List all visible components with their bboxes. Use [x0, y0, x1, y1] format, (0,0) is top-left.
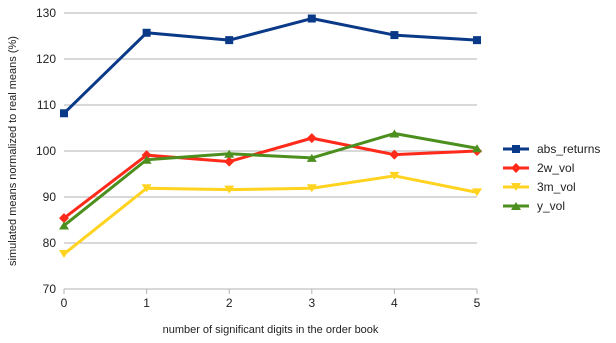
data-point-3m_vol [59, 250, 69, 259]
legend: abs_returns 2w_vol 3m_vol y_vol [503, 142, 600, 213]
x-tick-label: 1 [143, 296, 150, 310]
x-tick-label: 4 [391, 296, 398, 310]
x-tick-label: 0 [61, 296, 68, 310]
legend-item-abs_returns: abs_returns [503, 142, 600, 156]
y-tick-label: 110 [37, 98, 56, 112]
data-point-abs_returns [390, 31, 399, 40]
series-group [59, 14, 482, 259]
legend-item-2w_vol: 2w_vol [503, 161, 574, 175]
x-axis-ticks: 0 1 2 3 4 5 [61, 289, 481, 310]
data-point-2w_vol [389, 149, 400, 160]
series-line-2w_vol [63, 136, 478, 220]
data-point-3m_vol [224, 185, 235, 194]
y-axis-title: simulated means normalized to real means… [7, 36, 19, 266]
series-3m_vol [59, 171, 482, 259]
series-y_vol [59, 129, 482, 230]
x-tick-label: 5 [474, 296, 481, 310]
legend-label: abs_returns [537, 142, 600, 156]
data-point-abs_returns [473, 36, 481, 45]
data-point-3m_vol [472, 188, 482, 197]
y-tick-label: 100 [36, 144, 56, 158]
data-point-y_vol [59, 221, 69, 230]
y-tick-label: 90 [43, 190, 57, 204]
x-tick-label: 2 [226, 296, 233, 310]
data-point-2w_vol [306, 133, 317, 144]
data-point-y_vol [224, 149, 235, 158]
data-point-3m_vol [141, 184, 152, 193]
series-abs_returns [60, 14, 481, 118]
y-tick-label: 130 [36, 6, 56, 20]
x-tick-label: 3 [308, 296, 315, 310]
y-tick-label: 80 [43, 236, 57, 250]
data-point-2w_vol [224, 156, 235, 167]
y-axis-ticks: 70 80 90 100 110 120 130 [36, 6, 56, 296]
data-point-abs_returns [307, 14, 316, 23]
data-point-abs_returns [142, 28, 151, 37]
data-point-abs_returns [225, 36, 234, 45]
series-2w_vol [59, 133, 482, 224]
gridlines [64, 12, 477, 290]
legend-swatch-marker [511, 183, 521, 191]
legend-swatch-marker [511, 202, 521, 210]
data-point-y_vol [472, 144, 482, 153]
series-line-y_vol [63, 132, 478, 227]
data-point-y_vol [306, 153, 317, 162]
legend-label: 3m_vol [537, 180, 576, 194]
legend-swatch-marker [512, 145, 520, 153]
data-point-3m_vol [389, 171, 400, 180]
data-point-y_vol [389, 129, 400, 138]
legend-label: 2w_vol [537, 161, 574, 175]
data-point-3m_vol [306, 184, 317, 193]
data-point-2w_vol [141, 150, 152, 161]
legend-label: y_vol [537, 199, 565, 213]
series-line-3m_vol [63, 174, 478, 256]
legend-item-3m_vol: 3m_vol [503, 180, 576, 194]
data-point-2w_vol [59, 213, 69, 224]
data-point-abs_returns [60, 109, 68, 118]
y-tick-label: 70 [43, 282, 57, 296]
series-line-abs_returns [62, 17, 478, 115]
legend-item-y_vol: y_vol [503, 199, 565, 213]
data-point-y_vol [141, 155, 152, 164]
x-axis-title: number of significant digits in the orde… [163, 324, 379, 336]
legend-swatch-marker [511, 163, 521, 173]
y-tick-label: 120 [36, 52, 56, 66]
